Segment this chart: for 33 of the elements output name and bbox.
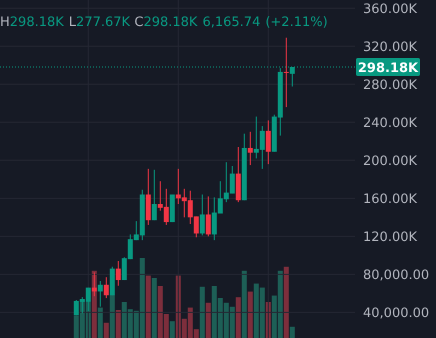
y-tick-label: 80,000.00 (363, 268, 430, 283)
candlestick (200, 194, 205, 236)
candlestick (248, 131, 253, 166)
ref-line-label: 298.18K (358, 61, 420, 76)
candlestick (98, 280, 103, 308)
bar (146, 276, 151, 338)
bar (152, 278, 157, 338)
y-tick-label: 240.00K (363, 116, 418, 131)
bar (290, 326, 295, 338)
bar (104, 322, 109, 338)
bar (200, 286, 205, 338)
y-tick-label: 160.00K (363, 192, 418, 207)
bar (284, 266, 289, 338)
bar (248, 292, 253, 338)
bar (170, 321, 175, 338)
y-tick-label: 280.00K (363, 78, 418, 93)
bar (236, 297, 241, 338)
y-tick-label: 120.00K (363, 230, 418, 245)
candlestick (266, 120, 271, 165)
candlestick (104, 276, 109, 299)
y-tick-label: 320.00K (363, 40, 418, 55)
candlestick (206, 196, 211, 237)
y-tick-label: 40,000.00 (363, 306, 430, 321)
y-tick-label: 200.00K (363, 154, 418, 169)
bar (98, 308, 103, 338)
y-tick-label: 360.00K (363, 2, 418, 17)
bar (116, 310, 121, 338)
bar (242, 270, 247, 338)
candlestick (152, 169, 157, 221)
candlestick (116, 260, 121, 286)
bar (206, 302, 211, 338)
candlestick (284, 37, 289, 108)
text: H298.18K L277.67K C298.18K 6,165.74 (+2.11%) (0, 15, 328, 30)
